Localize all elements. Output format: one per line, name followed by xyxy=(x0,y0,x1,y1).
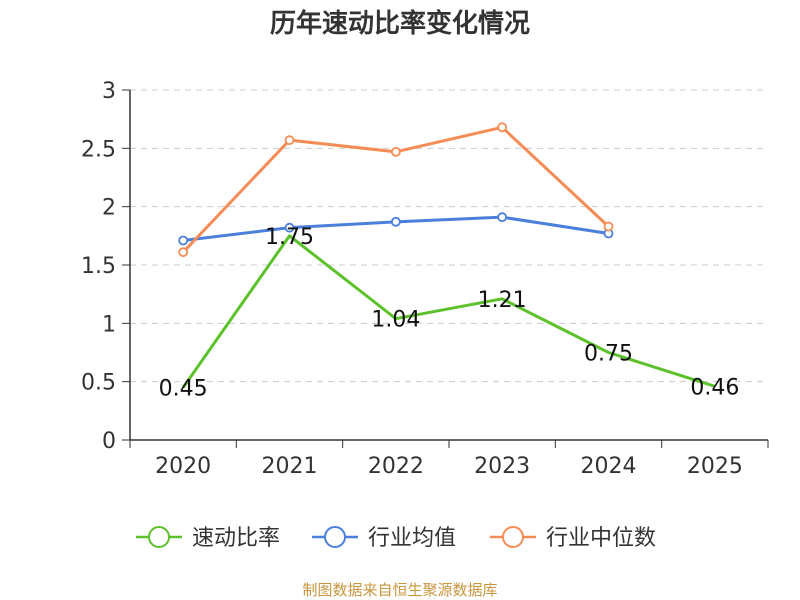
x-tick-label: 2021 xyxy=(262,454,318,479)
series-line-速动比率 xyxy=(181,234,716,389)
y-tick-label: 2.5 xyxy=(81,137,116,162)
data-point xyxy=(497,122,508,133)
data-point xyxy=(284,135,295,146)
legend-label: 行业中位数 xyxy=(546,526,656,551)
data-point xyxy=(284,222,295,233)
x-tick-label: 2023 xyxy=(474,454,530,479)
data-label: 1.04 xyxy=(371,308,420,333)
grid-lines xyxy=(130,89,768,383)
x-tick-label: 2022 xyxy=(368,454,424,479)
series-lines xyxy=(178,122,716,389)
legend-label: 行业均值 xyxy=(368,526,456,551)
data-label: 0.75 xyxy=(584,342,633,367)
axes: 0 0.5 1 1.5 2 2.5 3 2020 2021 2022 2023 2024 2025 xyxy=(81,79,769,479)
data-point xyxy=(178,247,189,258)
data-labels: 0.45 1.75 1.04 1.21 0.75 0.46 xyxy=(159,225,740,402)
data-point xyxy=(178,235,189,246)
legend-circle-icon xyxy=(502,526,524,548)
data-point xyxy=(497,212,508,223)
data-point xyxy=(603,221,614,232)
data-label: 0.45 xyxy=(159,377,208,402)
y-tick-label: 1 xyxy=(102,312,116,337)
data-label: 1.75 xyxy=(265,225,314,250)
legend: 速动比率 行业均值 行业中位数 xyxy=(136,526,656,551)
legend-circle-icon xyxy=(148,526,170,548)
x-tick-label: 2020 xyxy=(155,454,211,479)
y-tick-label: 2 xyxy=(102,196,116,221)
data-point xyxy=(390,216,401,227)
chart-title: 历年速动比率变化情况 xyxy=(270,8,530,39)
x-tick-label: 2024 xyxy=(581,454,637,479)
x-tick-label: 2025 xyxy=(687,454,743,479)
y-tick-label: 1.5 xyxy=(81,254,116,279)
data-label: 0.46 xyxy=(690,375,739,400)
legend-label: 速动比率 xyxy=(192,526,280,551)
data-point xyxy=(390,146,401,157)
legend-circle-icon xyxy=(324,526,346,548)
y-tick-label: 3 xyxy=(102,79,116,104)
y-tick-label: 0.5 xyxy=(81,371,116,396)
source-note: 制图数据来自恒生聚源数据库 xyxy=(302,581,497,599)
y-tick-label: 0 xyxy=(102,429,116,454)
data-label: 1.21 xyxy=(478,288,527,313)
